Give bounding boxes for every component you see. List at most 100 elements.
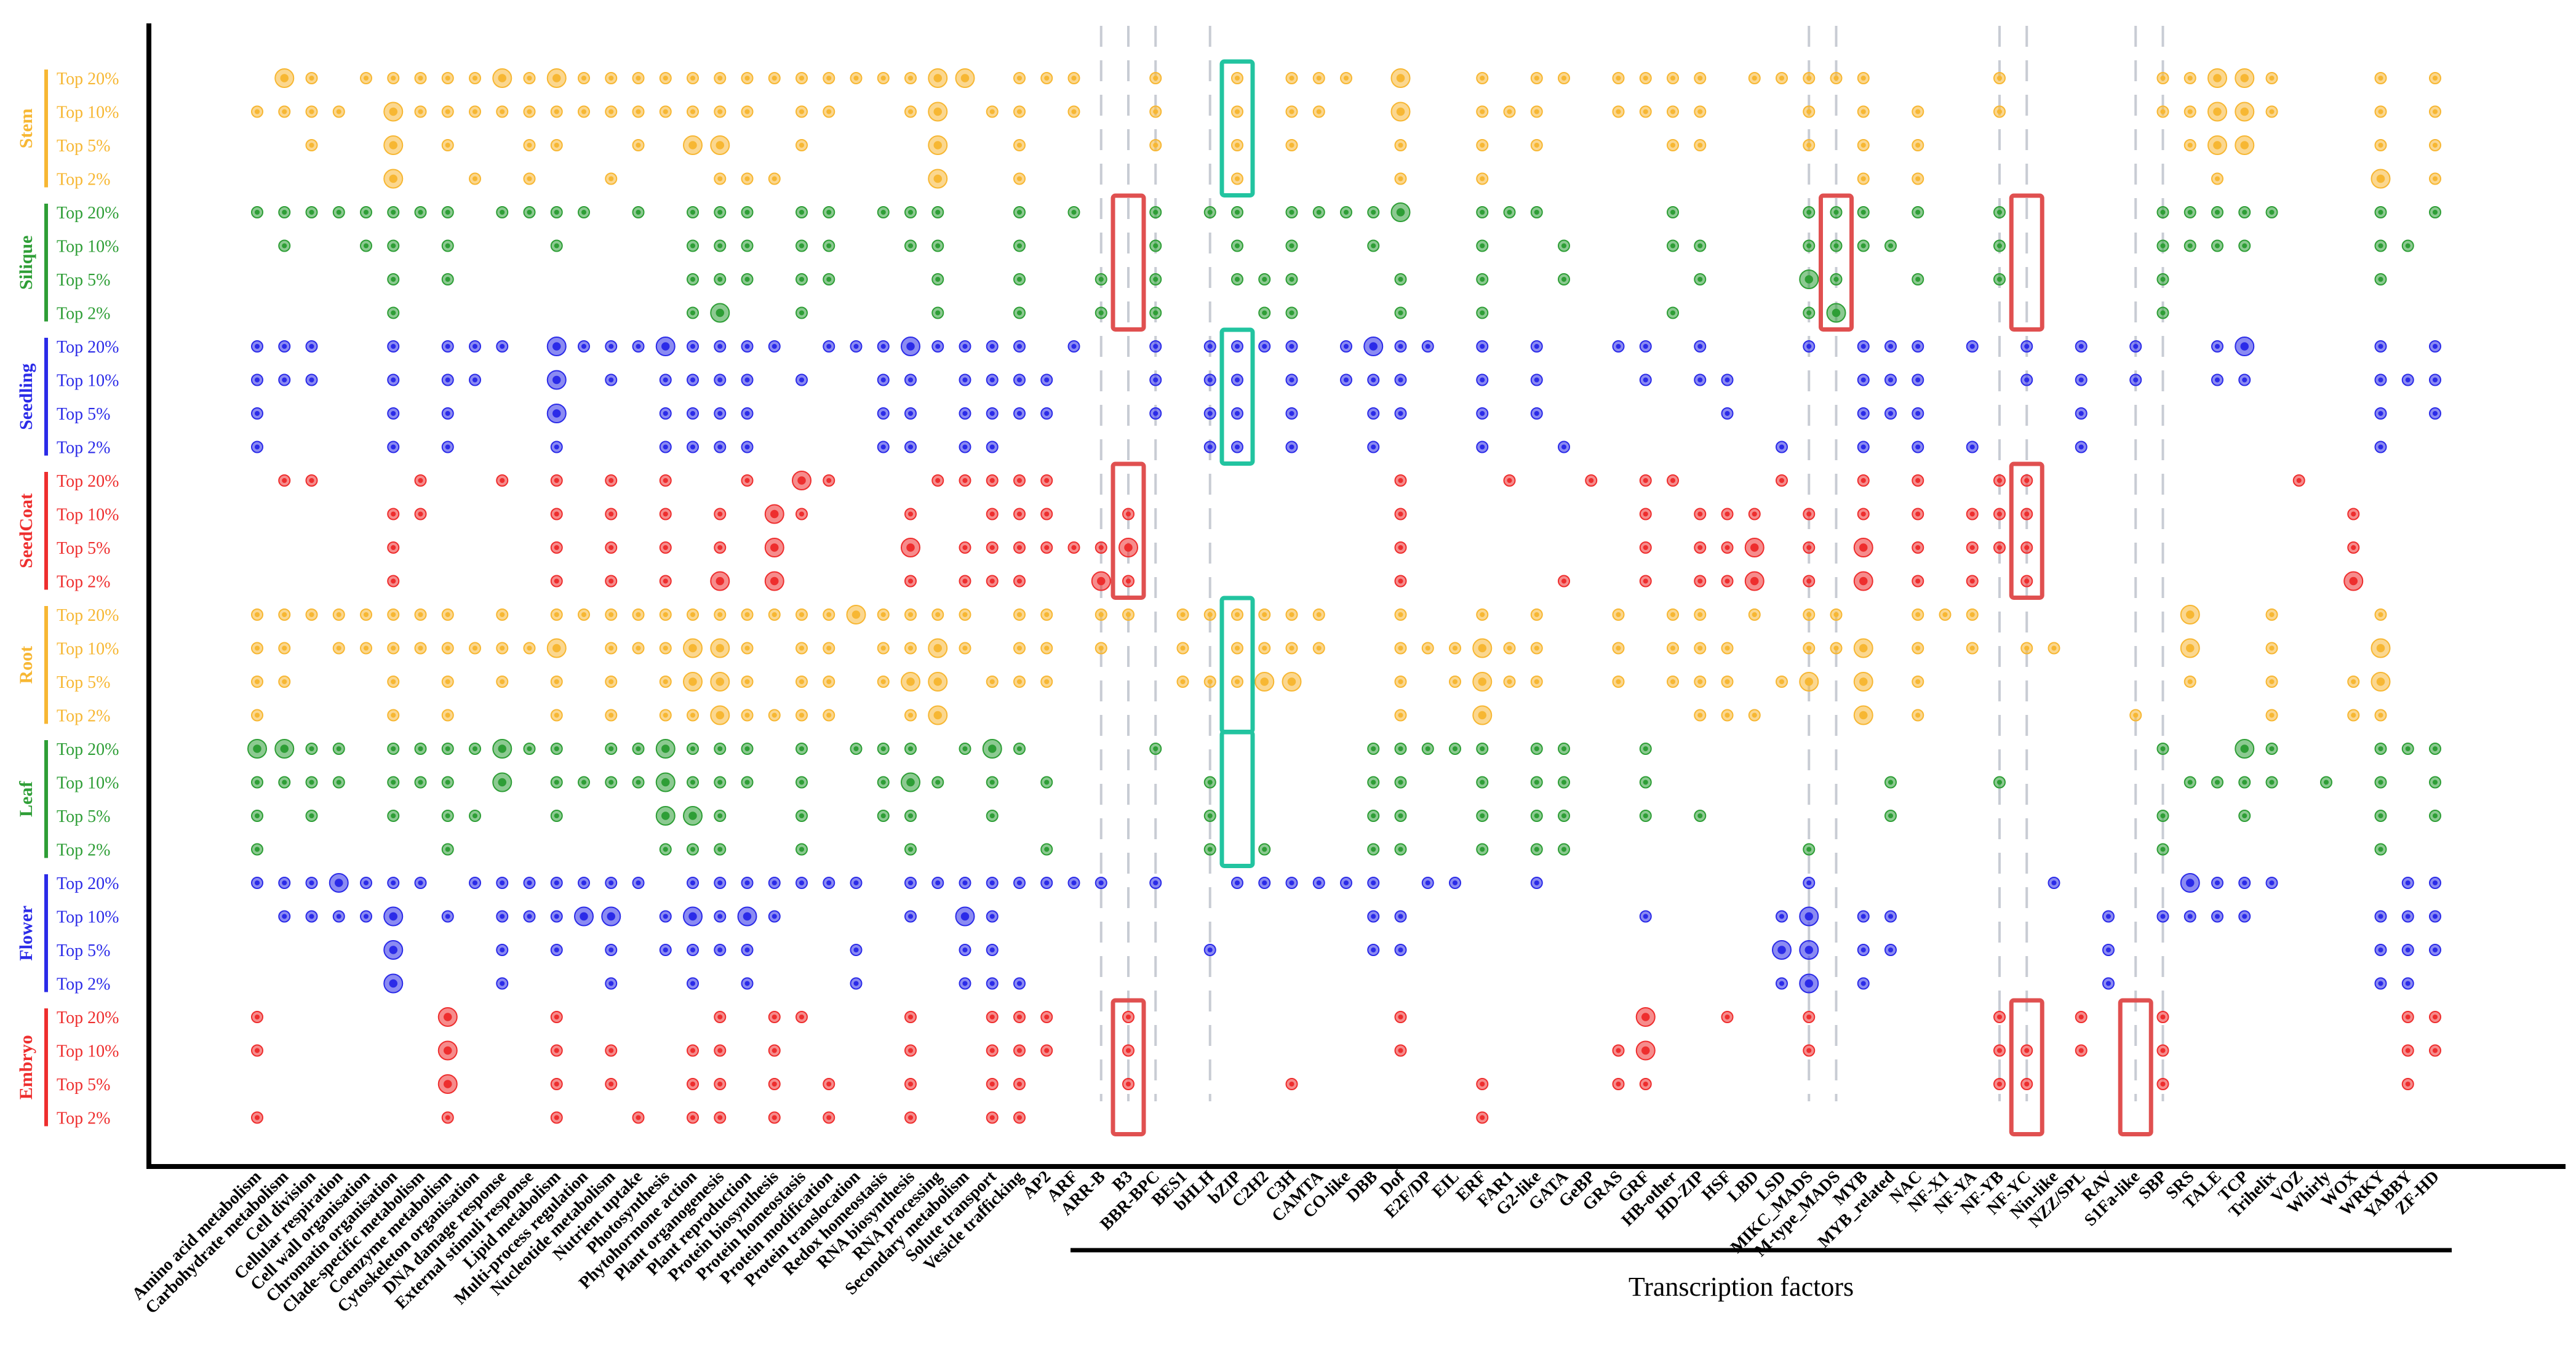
bubble-core-flower-1-70 <box>2160 914 2166 919</box>
bubble-core-stem-3-18 <box>744 176 750 181</box>
bubble-core-flower-1-57 <box>1804 912 1813 921</box>
bubble-core-leaf-3-7 <box>445 847 450 852</box>
bubble-core-seedling-3-23 <box>880 444 886 450</box>
bubble-core-root-3-20 <box>799 712 805 718</box>
bubble-core-stem-0-78 <box>2378 75 2383 81</box>
bubble-core-seedling-0-21 <box>826 343 832 349</box>
bubble-core-flower-3-22 <box>853 981 859 986</box>
bubble-core-flower-0-37 <box>1262 880 1267 886</box>
bubble-core-seedling-0-22 <box>853 343 859 349</box>
bubble-core-silique-3-31 <box>1098 310 1104 316</box>
bubble-core-root-0-24 <box>907 612 914 618</box>
bubble-core-silique-1-57 <box>1806 243 1812 249</box>
bubble-core-silique-1-25 <box>935 243 941 249</box>
bubble-core-leaf-2-41 <box>1371 813 1376 819</box>
bubble-core-seedling-1-78 <box>2378 377 2383 383</box>
group-label-root: Root <box>16 646 36 684</box>
row-label-silique-1: Top 10% <box>57 237 119 257</box>
bubble-core-seedling-0-1 <box>282 343 287 349</box>
bubble-core-flower-0-71 <box>2186 879 2195 887</box>
bubble-core-leaf-1-64 <box>1996 780 2003 785</box>
bubble-core-seedcoat-2-13 <box>608 544 614 551</box>
row-label-silique-2: Top 5% <box>57 271 110 290</box>
bubble-core-seedling-3-48 <box>1561 444 1567 450</box>
bubble-core-flower-1-5 <box>389 912 397 921</box>
bubble-core-root-2-77 <box>2351 679 2356 685</box>
bubble-core-seedcoat-3-5 <box>391 578 396 584</box>
bubble-core-embryo-1-19 <box>772 1048 777 1053</box>
bubble-core-seedling-1-59 <box>1860 377 1866 383</box>
bubble-core-leaf-3-41 <box>1371 847 1376 852</box>
bubble-core-flower-0-80 <box>2432 880 2438 886</box>
bubble-core-stem-3-45 <box>1480 176 1485 181</box>
bubble-core-root-0-23 <box>880 612 886 618</box>
bubble-core-seedling-1-27 <box>989 377 995 383</box>
bubble-core-root-2-61 <box>1915 679 1921 685</box>
bubble-core-root-0-7 <box>445 612 450 618</box>
bubble-core-seedling-2-18 <box>744 410 750 417</box>
bubble-core-seedling-3-16 <box>690 444 696 450</box>
bubble-core-stem-2-61 <box>1915 142 1921 148</box>
bubble-core-silique-2-37 <box>1262 276 1267 282</box>
bubble-core-seedcoat-0-2 <box>309 477 314 484</box>
bubble-core-stem-1-51 <box>1643 109 1648 114</box>
bubble-core-stem-2-71 <box>2187 142 2193 148</box>
bubble-core-stem-2-47 <box>1534 142 1539 148</box>
bubble-core-seedling-1-5 <box>391 377 396 383</box>
bubble-core-leaf-1-80 <box>2432 780 2438 785</box>
group-label-stem: Stem <box>16 108 36 148</box>
bubble-core-leaf-0-70 <box>2160 746 2166 752</box>
bubble-core-seedcoat-1-28 <box>1016 511 1023 517</box>
bubble-core-seedcoat-2-59 <box>1859 543 1868 552</box>
bubble-core-root-0-21 <box>826 612 832 618</box>
bubble-core-seedling-0-33 <box>1153 343 1158 349</box>
bubble-core-flower-3-18 <box>744 981 750 986</box>
bubble-core-root-2-17 <box>716 677 724 686</box>
bubble-core-embryo-0-29 <box>1044 1014 1050 1020</box>
bubble-core-leaf-2-15 <box>661 812 670 820</box>
bubble-core-stem-0-36 <box>1234 75 1240 81</box>
bubble-core-flower-0-26 <box>962 880 968 886</box>
bubble-core-flower-0-11 <box>554 880 559 886</box>
bubble-core-silique-1-11 <box>554 243 559 249</box>
bubble-core-silique-0-0 <box>254 209 260 215</box>
bubble-core-root-1-74 <box>2269 645 2275 651</box>
bubble-core-silique-3-38 <box>1289 310 1294 316</box>
bubble-core-silique-0-36 <box>1234 209 1240 215</box>
bubble-core-seedling-1-33 <box>1153 377 1158 383</box>
bubble-core-embryo-3-27 <box>989 1115 995 1120</box>
bubble-core-silique-2-78 <box>2378 276 2383 282</box>
bubble-core-root-2-25 <box>933 677 942 686</box>
bubble-core-embryo-0-11 <box>554 1014 559 1020</box>
bubble-core-silique-0-21 <box>826 209 832 215</box>
bubble-core-seedling-0-65 <box>2024 343 2030 349</box>
bubble-core-stem-0-15 <box>663 75 668 81</box>
bubble-core-stem-1-6 <box>418 109 423 114</box>
bubble-core-root-0-35 <box>1207 612 1213 618</box>
bubble-core-embryo-2-7 <box>444 1080 452 1088</box>
bubble-core-seedling-1-42 <box>1398 377 1403 383</box>
bubble-core-silique-2-58 <box>1833 276 1839 282</box>
bubble-core-embryo-0-80 <box>2432 1014 2438 1020</box>
bubble-core-embryo-2-24 <box>907 1081 914 1087</box>
bubble-core-silique-1-64 <box>1996 243 2003 249</box>
bubble-core-flower-0-6 <box>418 880 423 886</box>
bubble-core-flower-1-1 <box>282 914 287 919</box>
row-label-embryo-1: Top 10% <box>57 1042 119 1061</box>
bubble-core-stem-1-64 <box>1996 109 2003 114</box>
bubble-core-seedcoat-3-59 <box>1859 576 1868 586</box>
bubble-core-root-0-45 <box>1480 612 1485 618</box>
bubble-core-root-2-5 <box>391 679 396 685</box>
bubble-core-root-2-15 <box>663 679 668 685</box>
bubble-core-flower-2-11 <box>554 947 559 953</box>
bubble-core-stem-0-10 <box>527 75 532 81</box>
bubble-core-silique-0-46 <box>1507 209 1512 215</box>
bubble-core-seedling-0-13 <box>608 343 614 349</box>
bubble-core-embryo-2-64 <box>1996 1081 2003 1087</box>
bubble-core-stem-0-22 <box>853 75 859 81</box>
row-label-seedcoat-0: Top 20% <box>57 472 119 491</box>
bubble-core-root-1-45 <box>1478 644 1486 653</box>
bubble-core-silique-2-61 <box>1915 276 1921 282</box>
bubble-core-stem-2-73 <box>2240 141 2249 150</box>
bubble-core-root-1-57 <box>1806 645 1812 651</box>
